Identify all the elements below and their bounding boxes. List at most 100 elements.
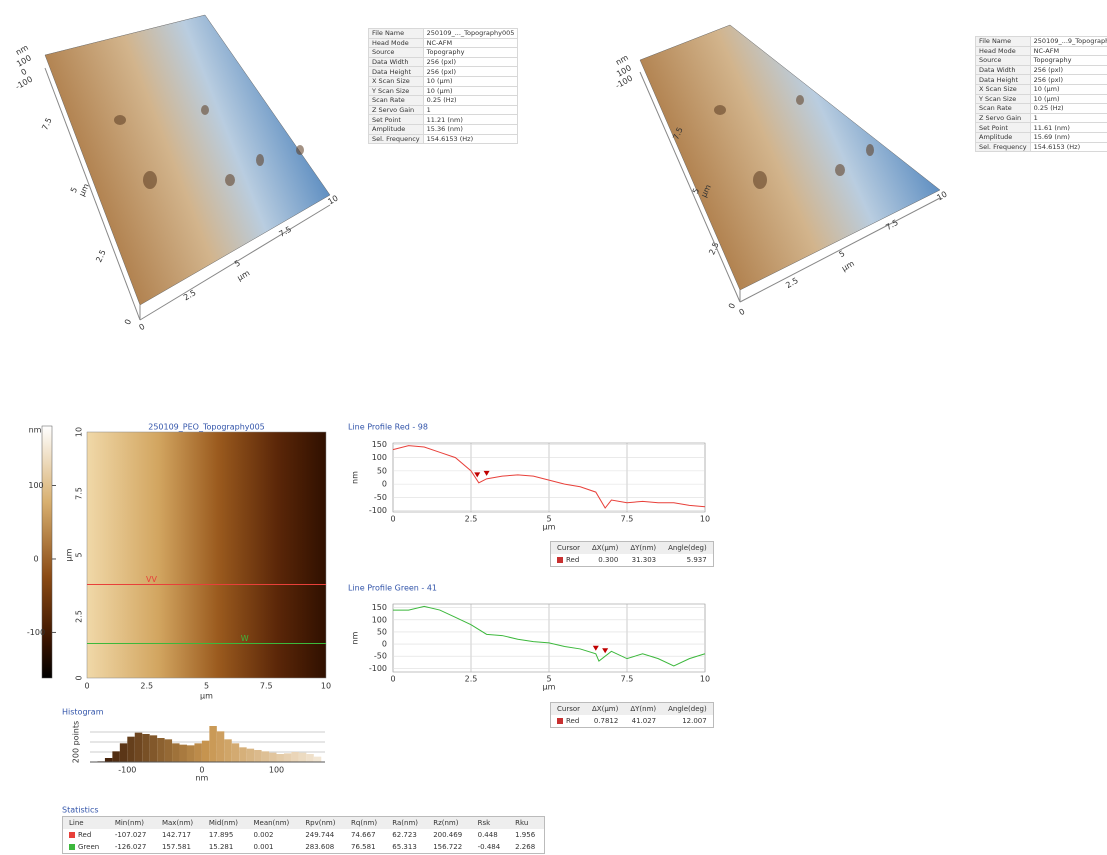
parameter-value: 0.25 (Hz) (423, 96, 518, 106)
parameter-key: Data Height (369, 67, 424, 77)
histogram-bar (202, 741, 209, 762)
y-tick-label: 7.5 (40, 116, 54, 131)
parameter-value: Topography (1030, 56, 1107, 66)
parameter-key: Y Scan Size (976, 94, 1031, 104)
parameter-key: Amplitude (976, 132, 1031, 142)
parameter-row: Head ModeNC-AFM (976, 46, 1107, 56)
header-cell: Mid(nm) (203, 817, 248, 830)
histogram-bar (120, 743, 127, 762)
parameter-value: 256 (pxl) (423, 57, 518, 67)
y-tick-label: 100 (372, 615, 387, 624)
cursor-row: Red0.781241.02712.007 (551, 715, 714, 728)
cell-text: 283.608 (305, 843, 334, 851)
y-axis-label: 200 points (72, 721, 81, 763)
profile-cursor: VV (146, 575, 157, 584)
cell-text: 17.895 (209, 831, 234, 839)
header-cell: Line (63, 817, 109, 830)
cell-text: Green (78, 843, 99, 851)
histogram-bar (217, 731, 224, 762)
header-cell: Rsk (472, 817, 510, 830)
cell-text: Red (566, 556, 579, 564)
histogram-bar (165, 739, 172, 762)
cell-text: 156.722 (433, 843, 462, 851)
cell-text: 1.956 (515, 831, 535, 839)
y-tick-label: 150 (372, 440, 387, 449)
cell-text: 0.448 (478, 831, 498, 839)
image-title: 250109_PEO_Topography005 (148, 423, 265, 432)
color-swatch (69, 832, 75, 838)
parameter-key: Sel. Frequency (976, 142, 1031, 152)
profile-cursor: W (241, 634, 249, 643)
profile-title: Line Profile Red - 98 (348, 423, 428, 432)
header-cell: Rku (509, 817, 544, 830)
parameter-key: Scan Rate (369, 96, 424, 106)
parameter-key: Set Point (369, 115, 424, 125)
statistics-cell: 2.268 (509, 841, 544, 854)
parameter-value: 0.25 (Hz) (1030, 104, 1107, 114)
parameter-value: 256 (pxl) (423, 67, 518, 77)
topography-image (87, 432, 326, 678)
cursor-table: CursorΔX(µm)ΔY(nm)Angle(deg)Red0.781241.… (550, 702, 714, 728)
histogram-bar (112, 751, 119, 762)
y-tick-label: 7.5 (75, 487, 84, 500)
histogram-bar (254, 750, 261, 762)
statistics-cell: 17.895 (203, 829, 248, 841)
parameter-row: Head ModeNC-AFM (369, 38, 518, 48)
cursor-cell: 0.300 (586, 554, 624, 567)
cursor-header: CursorΔX(µm)ΔY(nm)Angle(deg) (551, 703, 714, 716)
histogram-bar (239, 747, 246, 762)
parameter-row: Data Height256 (pxl) (976, 75, 1107, 85)
parameter-key: Source (976, 56, 1031, 66)
header-cell: Angle(deg) (662, 542, 713, 555)
parameter-value: 15.36 (nm) (423, 124, 518, 134)
y-tick-label: -100 (369, 506, 387, 515)
histogram-bar (187, 745, 194, 762)
statistics-cell: 76.581 (345, 841, 386, 854)
header-cell: ΔY(nm) (624, 542, 662, 555)
color-swatch (557, 718, 563, 724)
parameter-key: Data Width (976, 65, 1031, 75)
statistics-cell: Red (63, 829, 109, 841)
x-tick-label: 5 (838, 249, 847, 259)
x-tick-label: 7.5 (621, 675, 634, 684)
histogram-bar (150, 735, 157, 762)
x-axis-label: µm (840, 259, 856, 273)
parameter-table: File Name250109_...9_Topography005Head M… (975, 36, 1107, 152)
header-cell: Ra(nm) (386, 817, 427, 830)
parameter-value: 1 (423, 105, 518, 115)
histogram-bar (262, 751, 269, 762)
x-tick-label: 10 (700, 515, 710, 524)
parameter-value: 11.21 (nm) (423, 115, 518, 125)
header-cell: Max(nm) (156, 817, 203, 830)
parameter-value: 10 (µm) (423, 86, 518, 96)
z-tick-label: -100 (614, 74, 634, 91)
cell-text: -107.027 (115, 831, 146, 839)
color-swatch (69, 844, 75, 850)
x-tick-label: 0 (138, 322, 147, 332)
parameter-value: 250109_...9_Topography005 (1030, 37, 1107, 47)
y-tick-label: 150 (372, 603, 387, 612)
parameter-key: Scan Rate (976, 104, 1031, 114)
histogram-bar (247, 749, 254, 762)
surface-3d-right (640, 25, 940, 302)
x-axis-label: nm (195, 774, 208, 783)
parameter-key: Y Scan Size (369, 86, 424, 96)
parameter-row: X Scan Size10 (µm) (369, 76, 518, 86)
x-tick-label: 10 (700, 675, 710, 684)
z-tick-label: -100 (14, 75, 34, 92)
header-cell: Rz(nm) (427, 817, 471, 830)
parameter-value: 15.69 (nm) (1030, 132, 1107, 142)
color-swatch (557, 557, 563, 563)
histogram-bar (105, 758, 112, 762)
parameter-key: Amplitude (369, 124, 424, 134)
parameter-value: 256 (pxl) (1030, 65, 1107, 75)
y-tick-label: 5 (75, 552, 84, 557)
x-tick-label: 5 (233, 258, 242, 268)
parameter-value: 256 (pxl) (1030, 75, 1107, 85)
x-tick-label: 7.5 (621, 515, 634, 524)
